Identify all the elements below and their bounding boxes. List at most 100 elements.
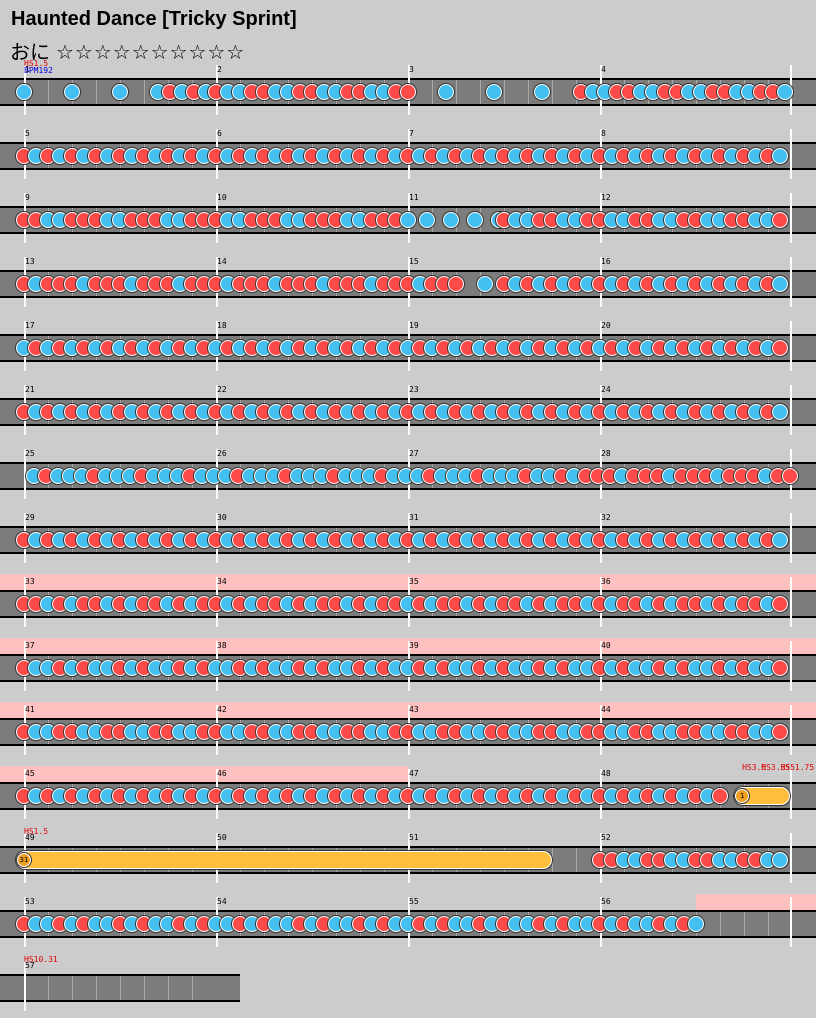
measure-number: 17 bbox=[25, 321, 35, 330]
measure-number: 32 bbox=[601, 513, 611, 522]
beat-line bbox=[480, 80, 481, 104]
beat-line bbox=[720, 912, 721, 936]
ka-note bbox=[776, 84, 793, 100]
difficulty-label: おに bbox=[10, 40, 50, 64]
measure-number: 19 bbox=[409, 321, 419, 330]
measure-number: 1 bbox=[25, 65, 30, 74]
bar-line bbox=[790, 641, 792, 691]
scroll-speed-marker: BPM192 bbox=[24, 66, 53, 75]
measure-number: 18 bbox=[217, 321, 227, 330]
bar-line bbox=[790, 385, 792, 435]
measure-number: 39 bbox=[409, 641, 419, 650]
chart-row: 29 30 31 32 bbox=[0, 510, 816, 570]
measure-number: 6 bbox=[217, 129, 222, 138]
don-note bbox=[772, 724, 788, 740]
don-note bbox=[400, 84, 416, 100]
beat-line bbox=[552, 80, 553, 104]
bar-line bbox=[790, 193, 792, 243]
chart-row: 5 6 7 8 bbox=[0, 126, 816, 186]
measure-number: 27 bbox=[409, 449, 419, 458]
measure-number: 15 bbox=[409, 257, 419, 266]
ka-note bbox=[772, 148, 788, 164]
measure-number: 52 bbox=[601, 833, 611, 842]
ka-note bbox=[467, 212, 484, 228]
don-note bbox=[772, 596, 788, 612]
chart-row: 9 10 11 12 bbox=[0, 190, 816, 250]
ka-note bbox=[772, 852, 788, 868]
measure-number: 26 bbox=[217, 449, 227, 458]
scroll-speed-marker: HS51.75 bbox=[780, 763, 815, 772]
beat-line bbox=[576, 848, 577, 872]
measure-number: 54 bbox=[217, 897, 227, 906]
bar-line bbox=[790, 705, 792, 755]
beat-line bbox=[504, 80, 505, 104]
scroll-speed-marker: HS1.5 bbox=[24, 827, 49, 836]
ka-note bbox=[419, 212, 436, 228]
measure-number: 24 bbox=[601, 385, 611, 394]
don-note bbox=[781, 468, 798, 484]
measure-number: 3 bbox=[409, 65, 414, 74]
measure-number: 16 bbox=[601, 257, 611, 266]
measure-number: 48 bbox=[601, 769, 611, 778]
measure-number: 8 bbox=[601, 129, 606, 138]
beat-line bbox=[432, 80, 433, 104]
measure-number: 12 bbox=[601, 193, 611, 202]
chart-row: 53 54 55 56 bbox=[0, 894, 816, 954]
bar-line bbox=[790, 129, 792, 179]
beat-line bbox=[552, 848, 553, 872]
measure-number: 53 bbox=[25, 897, 35, 906]
measure-number: 41 bbox=[25, 705, 35, 714]
measure-number: 13 bbox=[25, 257, 35, 266]
chart-row: 33 34 35 36 bbox=[0, 574, 816, 634]
bar-line bbox=[790, 769, 792, 819]
beat-line bbox=[144, 976, 145, 1000]
scroll-speed-marker: HS10.31 bbox=[24, 955, 58, 964]
measure-number: 46 bbox=[217, 769, 227, 778]
beat-line bbox=[120, 976, 121, 1000]
chart-row: 41 42 43 44 bbox=[0, 702, 816, 762]
measure-number: 42 bbox=[217, 705, 227, 714]
beat-line bbox=[96, 80, 97, 104]
measure-number: 22 bbox=[217, 385, 227, 394]
beat-line bbox=[96, 976, 97, 1000]
ka-note bbox=[772, 532, 788, 548]
chart-row: 13 14 15 16 bbox=[0, 254, 816, 314]
bar-line bbox=[790, 321, 792, 371]
lane-border bbox=[0, 1000, 240, 1002]
bar-line bbox=[790, 513, 792, 563]
beat-line bbox=[456, 80, 457, 104]
measure-number: 31 bbox=[409, 513, 419, 522]
measure-number: 28 bbox=[601, 449, 611, 458]
ka-note bbox=[400, 212, 416, 228]
measure-number: 50 bbox=[217, 833, 227, 842]
ka-note bbox=[112, 84, 128, 100]
measure-number: 23 bbox=[409, 385, 419, 394]
measure-number: 7 bbox=[409, 129, 414, 138]
measure-number: 45 bbox=[25, 769, 35, 778]
don-note bbox=[772, 660, 788, 676]
bar-line bbox=[790, 897, 792, 947]
ka-note bbox=[772, 276, 788, 292]
measure-number: 2 bbox=[217, 65, 222, 74]
ka-note bbox=[688, 916, 704, 932]
ka-note bbox=[534, 84, 551, 100]
measure-number: 14 bbox=[217, 257, 227, 266]
measure-number: 35 bbox=[409, 577, 419, 586]
beat-line bbox=[48, 976, 49, 1000]
don-note bbox=[772, 212, 788, 228]
chart-row: 45 46 47 48 HS3.5 HS3.35 HS51.75 1 bbox=[0, 763, 816, 826]
don-note bbox=[712, 788, 728, 804]
measure-number: 44 bbox=[601, 705, 611, 714]
measure-number: 9 bbox=[25, 193, 30, 202]
bar-line bbox=[790, 257, 792, 307]
measure-number: 38 bbox=[217, 641, 227, 650]
chart-row: 17 18 19 20 bbox=[0, 318, 816, 378]
ka-note bbox=[438, 84, 455, 100]
chart-row: 25 26 27 28 bbox=[0, 446, 816, 506]
drumroll-note bbox=[16, 851, 552, 869]
scroll-speed-marker: HS3.5 bbox=[742, 763, 767, 772]
beat-line bbox=[144, 80, 145, 104]
don-note bbox=[772, 340, 788, 356]
measure-number: 29 bbox=[25, 513, 35, 522]
bar-line bbox=[790, 577, 792, 627]
